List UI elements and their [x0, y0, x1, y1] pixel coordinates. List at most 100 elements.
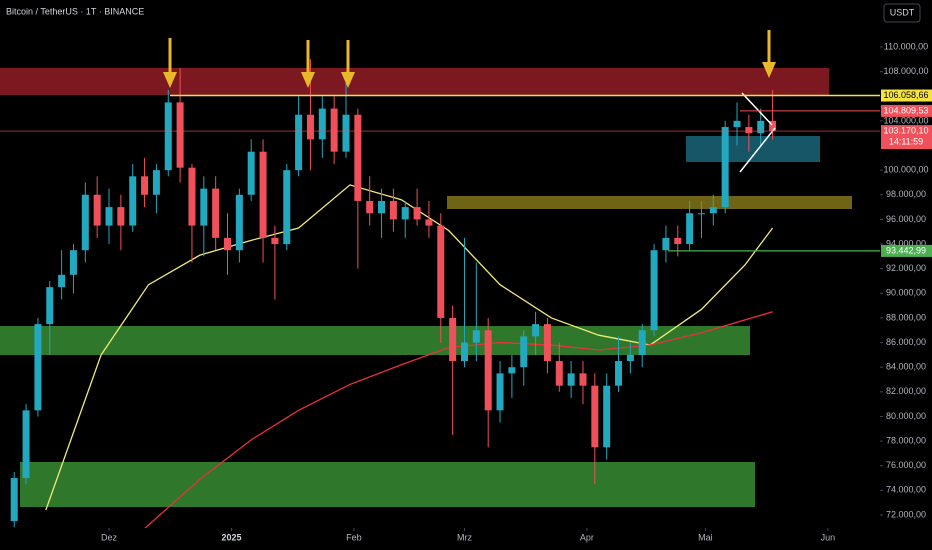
candle-body	[520, 336, 528, 368]
arrow-head	[762, 62, 776, 78]
candle-body	[425, 219, 433, 226]
candle-body	[235, 194, 243, 251]
target-zone	[686, 136, 820, 162]
x-tick-label: Jun	[821, 532, 836, 542]
y-tick-label: 72.000,00	[886, 509, 926, 519]
candle-body	[200, 188, 208, 226]
price-label-box	[881, 244, 932, 257]
wedge-line	[739, 127, 776, 173]
moving-average	[144, 311, 773, 528]
y-tick-label: 98.000,00	[886, 189, 926, 199]
y-tick-label: 92.000,00	[886, 263, 926, 273]
y-tick-label: 100.000,00	[883, 165, 928, 175]
candle-body	[484, 330, 492, 411]
candle-body	[674, 237, 682, 245]
candle-body	[650, 250, 658, 331]
candle-body	[34, 324, 42, 411]
candle-body	[366, 200, 374, 214]
plot	[10, 59, 777, 528]
candle-body	[638, 330, 646, 355]
candle-body	[697, 213, 705, 215]
candle-body	[283, 170, 291, 245]
candle-body	[224, 237, 232, 251]
candle-body	[81, 194, 89, 251]
candle-body	[543, 324, 551, 362]
y-tick-label: 76.000,00	[886, 460, 926, 470]
y-tick-label: 82.000,00	[886, 386, 926, 396]
countdown: 14:11:59	[889, 136, 923, 146]
olive-zone	[447, 196, 852, 209]
candle-body	[496, 373, 504, 411]
candle-body	[437, 225, 445, 318]
y-tick-label: 74.000,00	[886, 485, 926, 495]
candle-body	[10, 478, 18, 522]
candle-body	[460, 342, 468, 362]
candle-body	[330, 108, 338, 152]
x-tick-label: Feb	[346, 532, 362, 542]
y-tick-label: 86.000,00	[886, 337, 926, 347]
support-zone	[20, 462, 755, 507]
candle-body	[259, 151, 267, 238]
wedge-line	[741, 92, 773, 126]
y-tick-label: 88.000,00	[886, 312, 926, 322]
candle-body	[247, 151, 255, 195]
y-tick-label: 80.000,00	[886, 411, 926, 421]
candle-body	[46, 287, 54, 325]
candle-body	[591, 385, 599, 448]
arrow-head	[163, 72, 177, 88]
x-tick-label: Mrz	[457, 532, 472, 542]
y-tick-label: 108.000,00	[883, 66, 928, 76]
candle-body	[295, 114, 303, 171]
candle-body	[93, 194, 101, 226]
candle-body	[389, 200, 397, 220]
candle-body	[306, 114, 314, 140]
candle-body	[555, 361, 563, 386]
wedge	[739, 92, 776, 173]
candle-body	[733, 120, 741, 128]
candle-body	[413, 207, 421, 220]
y-tick-label: 78.000,00	[886, 435, 926, 445]
y-tick-label: 94.000,00	[886, 238, 926, 248]
candle-body	[152, 170, 160, 195]
currency[interactable]: USDT	[890, 7, 915, 17]
candle-body	[105, 207, 113, 226]
x-tick-label: Mai	[698, 532, 713, 542]
price-label-box	[881, 125, 932, 150]
candle-body	[117, 207, 125, 226]
candle-body	[318, 108, 326, 140]
x-tick-label: Apr	[580, 532, 594, 542]
candle-body	[532, 324, 540, 337]
x-tick-label: Dez	[101, 532, 118, 542]
price-label-box	[881, 104, 932, 117]
currency-button[interactable]	[883, 3, 921, 23]
price-label: 106.058,66	[883, 90, 928, 100]
candle-body	[378, 200, 386, 214]
candle-body	[342, 114, 350, 152]
candle-body	[129, 176, 137, 226]
candle-body	[603, 385, 611, 448]
moving-average	[45, 184, 774, 511]
candle-body	[615, 361, 623, 386]
y-tick-label: 110.000,00	[884, 41, 928, 51]
candle-body	[721, 127, 729, 208]
resistance-zone	[0, 68, 829, 95]
candle-body	[58, 274, 66, 288]
candle-body	[449, 317, 457, 362]
y-tick-label: 96.000,00	[886, 214, 926, 224]
y-tick-label: 104.000,00	[883, 115, 928, 125]
candle-body	[508, 367, 516, 374]
annotations	[163, 30, 776, 88]
candle-body	[22, 410, 30, 479]
candle-body	[745, 127, 753, 134]
candle-body	[141, 176, 149, 195]
candle-body	[212, 188, 220, 238]
candle-body	[769, 120, 777, 132]
candle-body	[686, 213, 694, 245]
price-label: 103.170,10	[883, 125, 928, 135]
price-label-box	[881, 89, 932, 102]
arrow-head	[341, 72, 355, 88]
candle-body	[579, 373, 587, 386]
support-zone	[0, 326, 750, 355]
candle-body	[709, 207, 717, 214]
